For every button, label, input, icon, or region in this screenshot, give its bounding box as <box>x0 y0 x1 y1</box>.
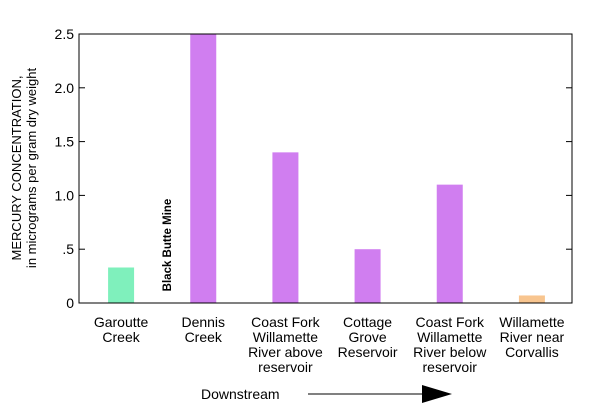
category-label-line: Dennis <box>181 314 225 330</box>
category-label-line: Coast Fork <box>251 314 320 330</box>
downstream-arrow-icon <box>308 385 452 403</box>
bar <box>190 34 217 303</box>
category-label-line: Corvallis <box>505 344 559 360</box>
downstream-label: Downstream <box>201 386 280 402</box>
category-label-line: Creek <box>185 329 223 345</box>
category-label-line: River above <box>248 344 323 360</box>
category-label-line: Coast Fork <box>416 314 485 330</box>
category-label-line: Cottage <box>343 314 392 330</box>
y-axis-label-line1: MERCURY CONCENTRATION, <box>9 76 24 261</box>
y-tick-label: 1.5 <box>55 134 75 150</box>
y-tick-label: .5 <box>62 241 74 257</box>
y-axis-label-line2: in micrograms per gram dry weight <box>24 68 39 269</box>
category-label-line: Reservoir <box>338 344 398 360</box>
category-label-line: Grove <box>349 329 387 345</box>
bar <box>272 152 299 303</box>
category-label-line: Creek <box>102 329 140 345</box>
bar <box>518 295 545 303</box>
y-axis: 0 .5 1.0 1.5 2.0 2.5 <box>55 26 572 311</box>
category-label-line: Willamette <box>417 329 483 345</box>
category-label-line: reservoir <box>423 359 478 375</box>
bars-layer <box>108 34 545 303</box>
y-tick-label: 1.0 <box>55 187 75 203</box>
bar <box>108 267 135 303</box>
category-label-line: reservoir <box>258 359 313 375</box>
black-butte-mine-annotation: Black Butte Mine <box>162 199 174 292</box>
category-label-line: Willamette <box>499 314 565 330</box>
bar <box>436 184 463 303</box>
y-tick-label: 2.0 <box>55 80 75 96</box>
category-label-line: Garoutte <box>94 314 149 330</box>
category-label-line: River near <box>500 329 565 345</box>
y-tick-label: 2.5 <box>55 26 75 42</box>
y-tick-label: 0 <box>66 295 74 311</box>
bar <box>354 249 381 303</box>
category-label-line: Willamette <box>253 329 319 345</box>
category-label-line: River below <box>413 344 487 360</box>
plot-frame <box>78 33 573 304</box>
